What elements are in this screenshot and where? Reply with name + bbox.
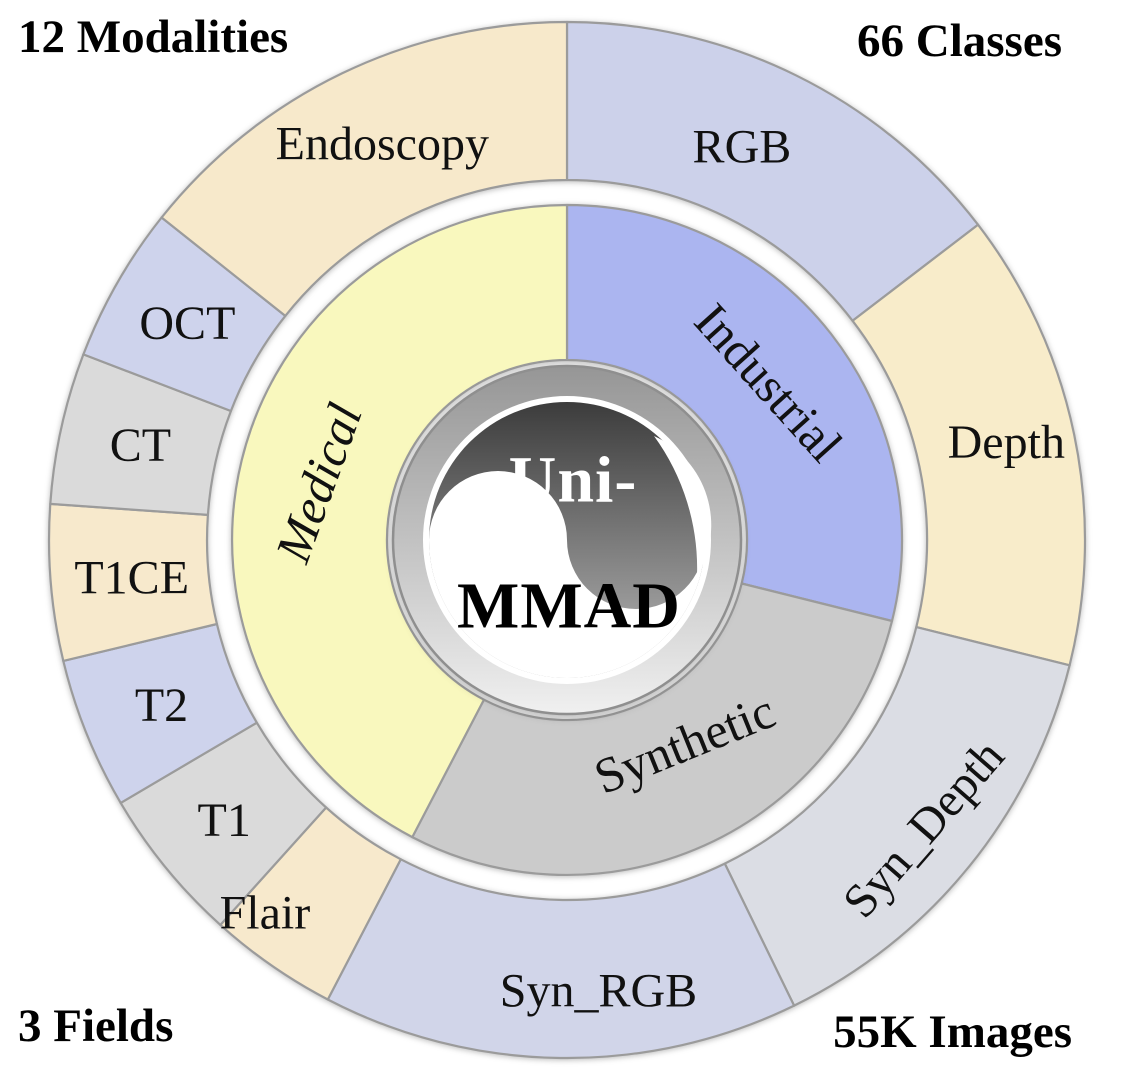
segment-synthetic	[411, 582, 894, 876]
segment-industrial	[565, 203, 903, 623]
caption-images-count: 55K Images	[833, 1006, 1072, 1058]
ring-segments	[47, 20, 1087, 1060]
caption-classes-count: 66 Classes	[857, 15, 1062, 67]
segment-endoscopy	[160, 20, 569, 317]
segment-label-endoscopy: Endoscopy	[276, 117, 489, 170]
center-medallion: Uni- MMAD	[391, 364, 743, 716]
yinyang-white-half	[429, 471, 705, 678]
segment-syn-rgb	[326, 858, 796, 1060]
segment-label-syn-rgb: Syn_RGB	[500, 964, 697, 1017]
segment-medical	[230, 203, 569, 839]
center-title-line1: Uni-	[509, 444, 638, 517]
segment-label-rgb: RGB	[693, 121, 792, 174]
segment-label-flair: Flair	[220, 887, 311, 940]
segment-label-depth: Depth	[948, 416, 1065, 469]
yinyang-crescent	[654, 436, 712, 576]
caption-modalities-count: 12 Modalities	[18, 11, 289, 63]
segment-label-t1: T1	[198, 794, 251, 847]
caption-fields-count: 3 Fields	[18, 1000, 174, 1052]
segment-label-t2: T2	[135, 679, 188, 732]
segment-rgb	[565, 20, 980, 322]
center-title-line2: MMAD	[457, 570, 681, 643]
segment-label-ct: CT	[110, 419, 171, 472]
segment-label-oct: OCT	[139, 297, 235, 350]
segment-label-t1ce: T1CE	[74, 552, 189, 605]
